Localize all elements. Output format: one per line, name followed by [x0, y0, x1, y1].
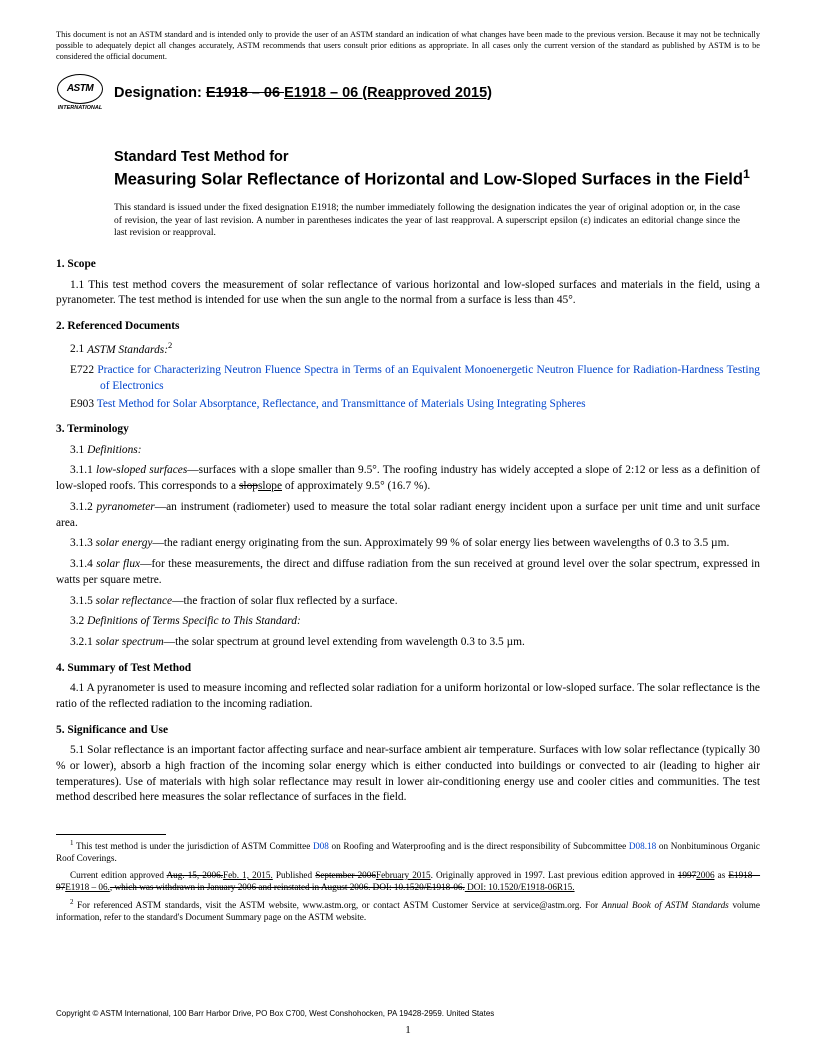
designation-underline: E1918 – 06 (Reapproved 2015) [284, 85, 492, 101]
s3-p312: 3.1.2 pyranometer—an instrument (radiome… [56, 500, 760, 531]
fn1-s5: , which was withdrawn in January 2006 an… [110, 882, 465, 892]
p311-num: 3.1.1 [70, 464, 96, 476]
p311-term: low-sloped surfaces [96, 464, 187, 476]
s4-p1-text: A pyranometer is used to measure incomin… [56, 682, 760, 710]
fn1-u5: DOI: 10.1520/E1918-06R15. [465, 882, 575, 892]
s5-heading: 5. Significance and Use [56, 723, 760, 738]
s2-p1: 2.1 ASTM Standards:2 [56, 340, 760, 359]
s4-p1-num: 4.1 [70, 682, 86, 694]
s1-p1-text: This test method covers the measurement … [56, 279, 760, 307]
s3-p313: 3.1.3 solar energy—the radiant energy or… [56, 536, 760, 552]
e722-label: E722 [70, 364, 97, 376]
designation-strike: E1918 – 06 [206, 85, 284, 101]
title-sup: 1 [743, 167, 750, 181]
designation: Designation: E1918 – 06 E1918 – 06 (Reap… [114, 84, 492, 104]
s2-heading: 2. Referenced Documents [56, 319, 760, 334]
s1-p1-num: 1.1 [70, 279, 88, 291]
title-line2: Measuring Solar Reflectance of Horizonta… [114, 167, 760, 190]
s3-p32: 3.2 Definitions of Terms Specific to Thi… [56, 614, 760, 630]
fn1-u1: Feb. 1, 2015. [223, 870, 273, 880]
title-main: Measuring Solar Reflectance of Horizonta… [114, 171, 743, 189]
p313-term: solar energy [96, 537, 153, 549]
p31-text: Definitions: [87, 444, 141, 456]
p321-text: —the solar spectrum at ground level exte… [164, 636, 525, 648]
p31-num: 3.1 [70, 444, 87, 456]
page-number: 1 [405, 1023, 411, 1038]
p312-text: —an instrument (radiometer) used to meas… [56, 501, 760, 529]
p311b: of approximately 9.5° (16.7 %). [282, 480, 430, 492]
p321-num: 3.2.1 [70, 636, 96, 648]
footnote-rule [56, 834, 166, 835]
footnote-1b: Current edition approved Aug. 15, 2006.F… [56, 869, 760, 894]
s3-p321: 3.2.1 solar spectrum—the solar spectrum … [56, 635, 760, 651]
footnote-2: 2 For referenced ASTM standards, visit t… [56, 898, 760, 924]
fn1-u3: 2006 [696, 870, 714, 880]
p312-num: 3.1.2 [70, 501, 97, 513]
designation-label: Designation: [114, 85, 206, 101]
p32-text: Definitions of Terms Specific to This St… [87, 615, 301, 627]
s3-p311: 3.1.1 low-sloped surfaces—surfaces with … [56, 463, 760, 494]
fn2-ital: Annual Book of ASTM Standards [602, 900, 729, 910]
p311-ul: slope [258, 480, 282, 492]
footnote-1: 1 This test method is under the jurisdic… [56, 839, 760, 865]
s5-p1-text: Solar reflectance is an important factor… [56, 744, 760, 803]
p314-term: solar flux [96, 558, 140, 570]
s3-p314: 3.1.4 solar flux—for these measurements,… [56, 557, 760, 588]
header-row: ASTM INTERNATIONAL Designation: E1918 – … [56, 72, 760, 114]
fn1-u4: E1918 – 06. [65, 882, 110, 892]
ref-e722: E722 Practice for Characterizing Neutron… [56, 363, 760, 394]
p32-num: 3.2 [70, 615, 87, 627]
p321-term: solar spectrum [96, 636, 164, 648]
fn1-s2: September 2006 [315, 870, 376, 880]
fn1-link2[interactable]: D08.18 [629, 841, 656, 851]
fn1f: . Originally approved in 1997. Last prev… [431, 870, 678, 880]
p311-strike: slop [239, 480, 258, 492]
s5-p1: 5.1 Solar reflectance is an important fa… [56, 743, 760, 806]
disclaimer-text: This document is not an ASTM standard an… [56, 30, 760, 62]
s3-p315: 3.1.5 solar reflectance—the fraction of … [56, 594, 760, 610]
fn1-link1[interactable]: D08 [313, 841, 329, 851]
logo-subtext: INTERNATIONAL [58, 105, 103, 112]
ref-e903: E903 Test Method for Solar Absorptance, … [56, 397, 760, 413]
fn2a: For referenced ASTM standards, visit the… [74, 900, 602, 910]
s2-p1-ital: ASTM Standards: [87, 343, 168, 355]
fn1-s1: Aug. 15, 2006. [167, 870, 223, 880]
s4-heading: 4. Summary of Test Method [56, 661, 760, 676]
copyright: Copyright © ASTM International, 100 Barr… [56, 1009, 494, 1020]
e722-link[interactable]: Practice for Characterizing Neutron Flue… [97, 364, 760, 392]
s1-p1: 1.1 This test method covers the measurem… [56, 278, 760, 309]
fn1g: as [715, 870, 729, 880]
issue-note: This standard is issued under the fixed … [114, 202, 740, 239]
title-line1: Standard Test Method for [114, 148, 760, 167]
p313-text: —the radiant energy originating from the… [152, 537, 729, 549]
title-block: Standard Test Method for Measuring Solar… [114, 148, 760, 190]
p313-num: 3.1.3 [70, 537, 96, 549]
p314-num: 3.1.4 [70, 558, 96, 570]
p314-text: —for these measurements, the direct and … [56, 558, 760, 586]
s4-p1: 4.1 A pyranometer is used to measure inc… [56, 681, 760, 712]
e903-link[interactable]: Test Method for Solar Absorptance, Refle… [97, 398, 586, 410]
e903-label: E903 [70, 398, 97, 410]
s3-p31: 3.1 Definitions: [56, 443, 760, 459]
fn1b: on Roofing and Waterproofing and is the … [329, 841, 629, 851]
p315-text: —the fraction of solar flux reflected by… [172, 595, 398, 607]
p315-term: solar reflectance [96, 595, 172, 607]
s5-p1-num: 5.1 [70, 744, 87, 756]
p315-num: 3.1.5 [70, 595, 96, 607]
s2-p1-num: 2.1 [70, 343, 87, 355]
fn1a: This test method is under the jurisdicti… [74, 841, 313, 851]
fn1d: Current edition approved [70, 870, 167, 880]
s1-heading: 1. Scope [56, 257, 760, 272]
fn1-s3: 1997 [678, 870, 696, 880]
fn1-u2: February 2015 [376, 870, 431, 880]
s2-p1-sup: 2 [168, 340, 172, 350]
fn1e: Published [273, 870, 315, 880]
logo-oval: ASTM [57, 74, 103, 104]
astm-logo: ASTM INTERNATIONAL [56, 72, 104, 114]
s3-heading: 3. Terminology [56, 422, 760, 437]
p312-term: pyranometer [97, 501, 155, 513]
